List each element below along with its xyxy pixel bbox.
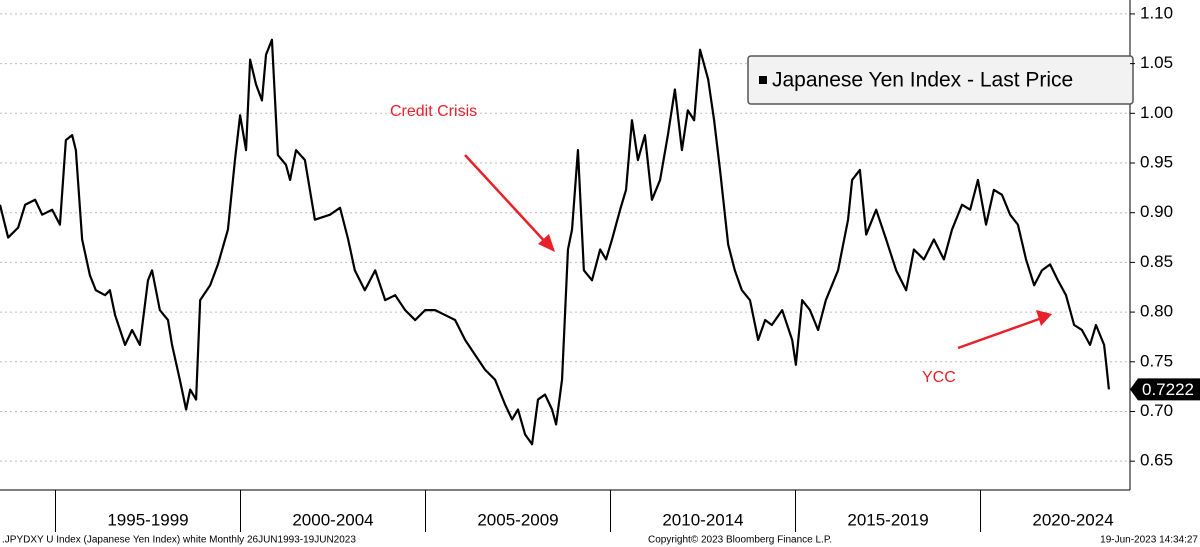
y-tick-label: 1.00: [1140, 103, 1173, 122]
legend-box: [747, 55, 1134, 105]
x-tick-label: 2005-2009: [477, 510, 558, 529]
y-tick-label: 0.95: [1140, 152, 1173, 171]
y-tick-label: 0.80: [1140, 302, 1173, 321]
y-tick-label: 0.75: [1140, 351, 1173, 370]
last-price-tag: [1130, 378, 1200, 401]
x-tick-label: 2020-2024: [1032, 510, 1113, 529]
x-tick-label: 1995-1999: [107, 510, 188, 529]
annotation: Credit Crisis: [390, 103, 477, 120]
legend-label: Japanese Yen Index - Last Price: [772, 69, 1073, 92]
annotation-arrow: [464, 154, 549, 246]
y-tick-label: 0.65: [1140, 451, 1173, 470]
annotation-arrowhead: [1036, 310, 1052, 326]
annotation: YCC: [922, 369, 956, 386]
annotation-arrowhead: [538, 234, 555, 252]
y-tick-label: 0.90: [1140, 202, 1173, 221]
last-price-label: 0.7222: [1142, 380, 1194, 399]
footer-center: Copyright© 2023 Bloomberg Finance L.P.: [648, 535, 832, 546]
y-tick-label: 0.85: [1140, 252, 1173, 271]
x-tick-label: 2015-2019: [847, 510, 928, 529]
footer-right: 19-Jun-2023 14:34:27: [1100, 535, 1198, 546]
y-tick-label: 1.05: [1140, 53, 1173, 72]
footer-left: .JPYDXY U Index (Japanese Yen Index) whi…: [2, 535, 356, 546]
x-tick-label: 2010-2014: [662, 510, 743, 529]
legend: Japanese Yen Index - Last Price: [747, 55, 1134, 105]
legend-swatch: [759, 76, 767, 84]
annotation-arrow: [957, 316, 1043, 350]
y-tick-label: 0.70: [1140, 401, 1173, 420]
x-tick-label: 2000-2004: [292, 510, 373, 529]
y-tick-label: 1.10: [1140, 3, 1173, 22]
series-line: [0, 38, 1111, 446]
plot: [0, 38, 1111, 446]
